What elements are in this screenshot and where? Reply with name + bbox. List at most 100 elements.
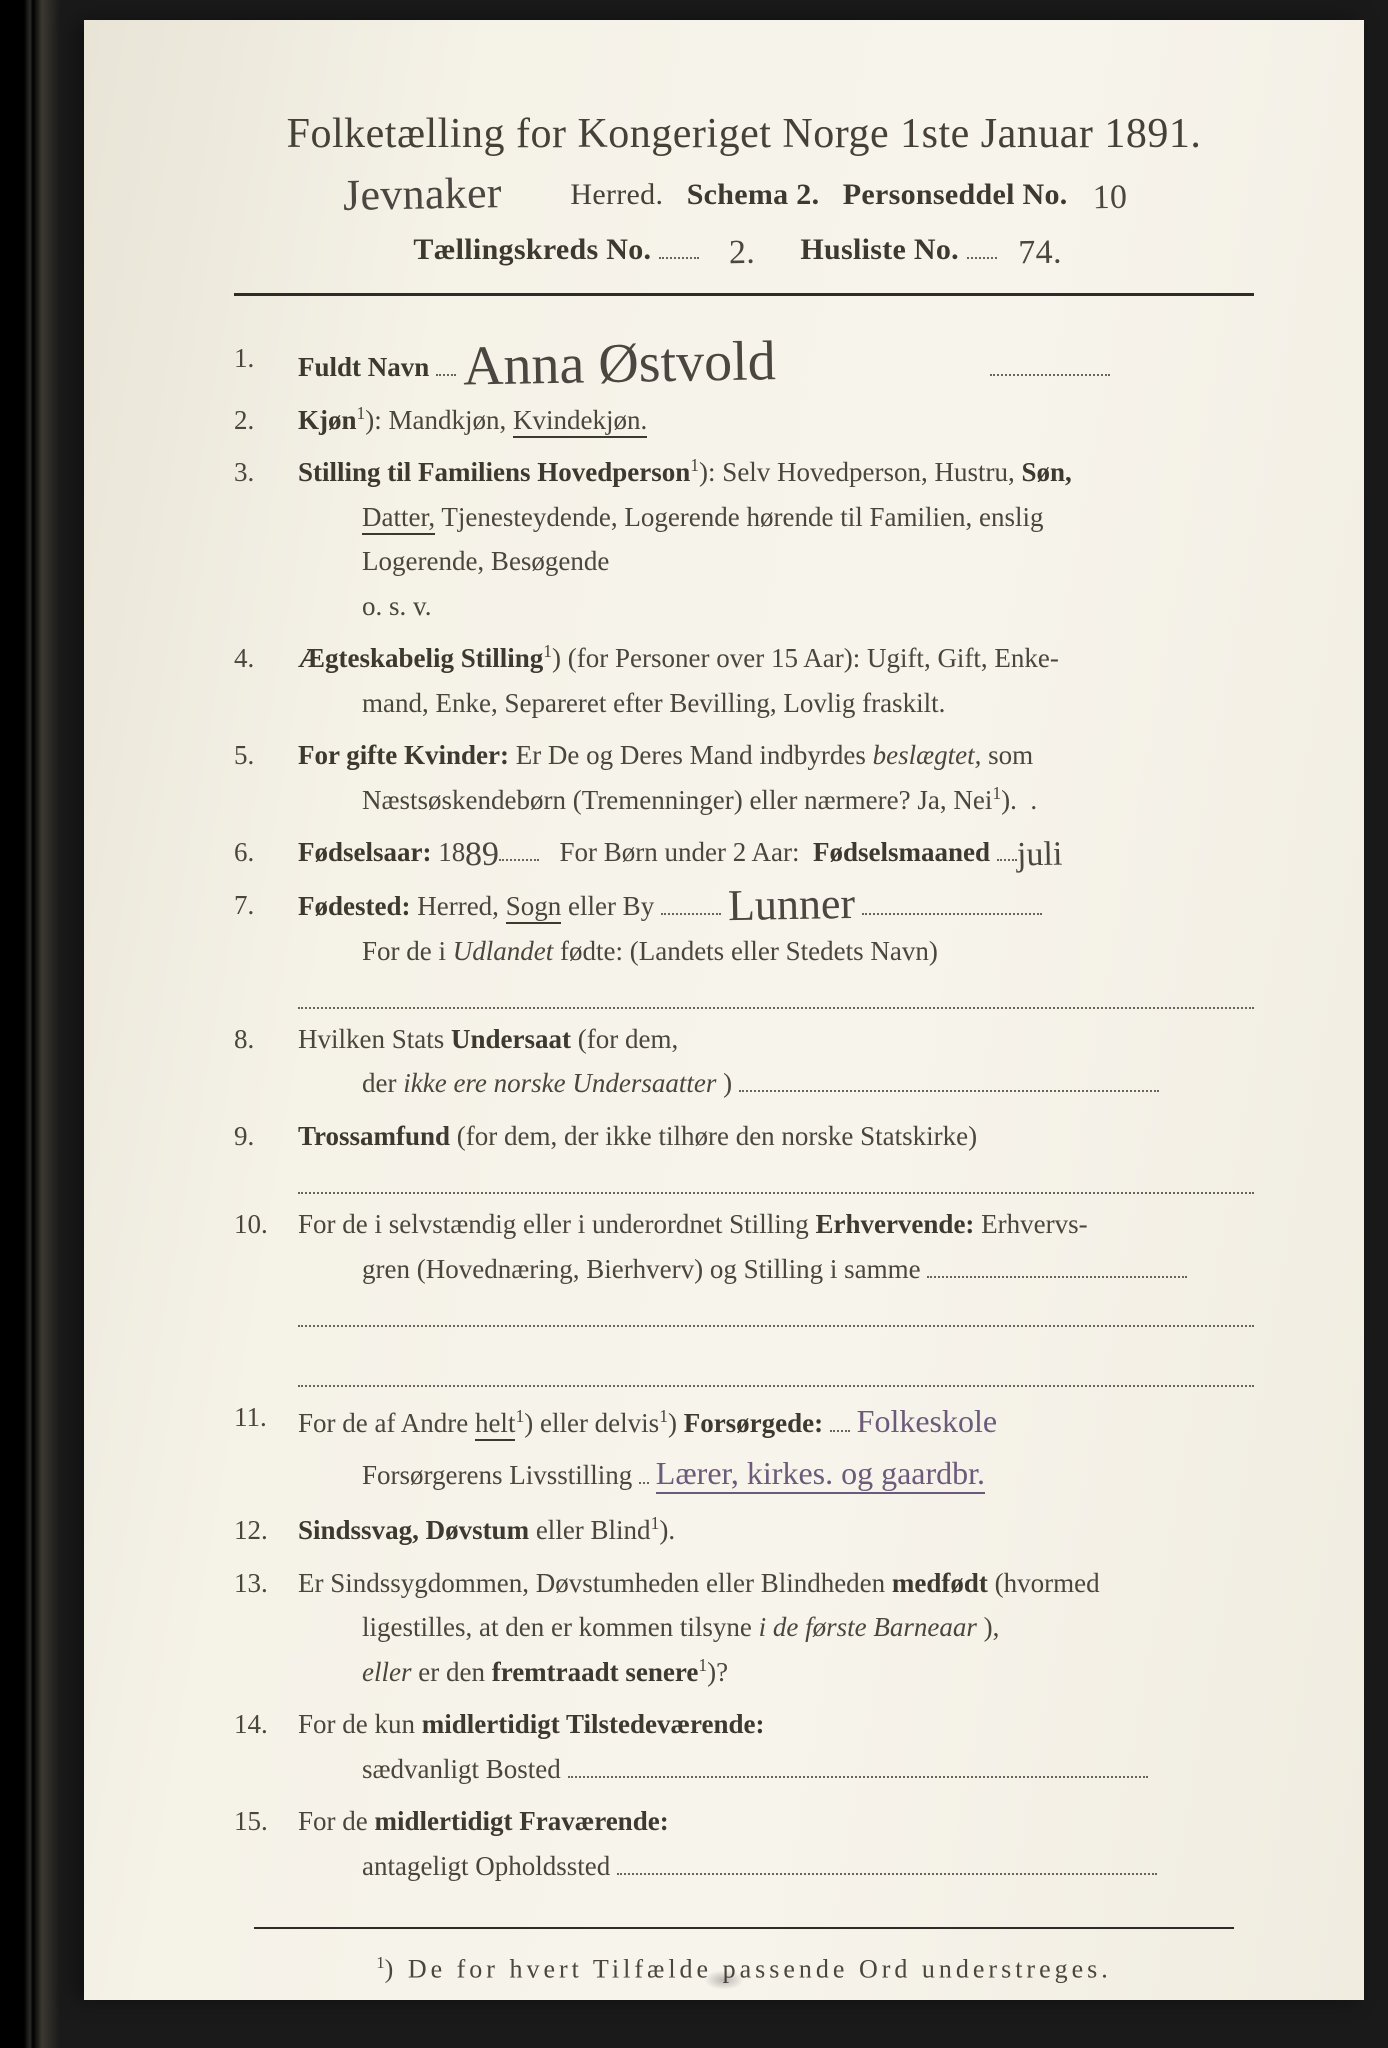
q5-line2: Næstsøskendebørn (Tremenninger) eller næ…: [362, 785, 992, 815]
q15-l2wrap: antageligt Opholdssted: [362, 1851, 1157, 1881]
q3-label: Stilling til Familiens Hovedperson: [298, 457, 690, 487]
q4-label: Ægteskabelig Stilling: [298, 643, 543, 673]
q13-fremtraadt: fremtraadt senere: [492, 1657, 699, 1687]
q8-undersaat: Undersaat: [451, 1024, 571, 1054]
q15: For de midlertidigt Fraværende: antageli…: [234, 1799, 1254, 1888]
form-header: Folketælling for Kongeriget Norge 1ste J…: [234, 110, 1254, 267]
herred-handwritten: Jevnaker: [342, 174, 563, 213]
q11-helt-underlined: helt: [475, 1408, 516, 1441]
dotfill-full: [298, 1297, 1254, 1327]
q9-tail: (for dem, der ikke tilhøre den norske St…: [457, 1121, 977, 1151]
q11-line2: Forsørgerens Livsstilling: [362, 1460, 632, 1490]
dotfill: [659, 226, 699, 259]
q8-l1b: (for dem,: [578, 1024, 678, 1054]
kreds-no-handwritten: 2.: [707, 238, 777, 266]
q13-l3b: er den: [418, 1657, 491, 1687]
header-rule: [234, 293, 1254, 296]
q11-line2wrap: Forsørgerens Livsstilling Lærer, kirkes.…: [362, 1460, 985, 1490]
q3-son: Søn,: [1022, 457, 1072, 487]
q11-l1a: For de af Andre: [298, 1408, 475, 1438]
q3-datter-underlined: Datter,: [362, 502, 435, 535]
q4: Ægteskabelig Stilling1) (for Personer ov…: [234, 636, 1254, 725]
q1-label: Fuldt Navn: [298, 352, 429, 382]
q10-l1a: For de i selvstændig eller i underordnet…: [298, 1209, 815, 1239]
husliste-label: Husliste No.: [800, 233, 959, 266]
header-line-2: Tællingskreds No. 2. Husliste No. 74.: [234, 226, 1254, 267]
q6-maaned-label: Fødselsmaaned: [813, 837, 990, 867]
q1: Fuldt Navn Anna Østvold: [234, 336, 1254, 390]
q10: For de i selvstændig eller i underordnet…: [234, 1202, 1254, 1386]
q1-name-handwritten: Anna Østvold: [462, 335, 983, 389]
q13: Er Sindssygdommen, Døvstumheden eller Bl…: [234, 1561, 1254, 1695]
q9: Trossamfund (for dem, der ikke tilhøre d…: [234, 1114, 1254, 1194]
dotfill-full: [298, 1357, 1254, 1387]
q8: Hvilken Stats Undersaat (for dem, der ik…: [234, 1017, 1254, 1106]
q14-l1a: For de kun: [298, 1709, 422, 1739]
herred-label: Herred.: [570, 178, 663, 211]
census-form-page: Folketælling for Kongeriget Norge 1ste J…: [84, 20, 1364, 2000]
q8-l2b: ): [723, 1068, 732, 1098]
q7-label: Fødested:: [298, 891, 410, 921]
q7-l2a: For de i: [362, 936, 453, 966]
scan-edge-artifact: [0, 0, 60, 2048]
dotfill: [568, 1748, 1148, 1778]
q9-label: Trossamfund: [298, 1121, 450, 1151]
dotfill: [436, 346, 456, 376]
dotfill: [990, 346, 1110, 376]
dotfill-full: [298, 1164, 1254, 1194]
form-title: Folketælling for Kongeriget Norge 1ste J…: [234, 110, 1254, 158]
q3-tail1: Selv Hovedperson, Hustru,: [722, 457, 1021, 487]
q5-label: For gifte Kvinder:: [298, 740, 509, 770]
q13-medfodt: medfødt: [892, 1568, 988, 1598]
dotfill: [739, 1063, 1159, 1093]
q3-line3: Logerende, Besøgende: [362, 546, 609, 576]
dotfill: [499, 832, 539, 862]
q15-mid: midlertidigt Fraværende:: [375, 1806, 669, 1836]
dotfill: [862, 885, 1042, 915]
footer-rule: [254, 1927, 1234, 1929]
q10-line2: gren (Hovednæring, Bierhverv) og Stillin…: [362, 1254, 921, 1284]
q7-line2: For de i Udlandet fødte: (Landets eller …: [362, 936, 938, 966]
q5-tail2: som: [988, 740, 1033, 770]
q10-line2wrap: gren (Hovednæring, Bierhverv) og Stillin…: [362, 1254, 1187, 1284]
kreds-label: Tællingskreds No.: [413, 233, 651, 266]
q5: For gifte Kvinder: Er De og Deres Mand i…: [234, 733, 1254, 822]
q2-opt-mand: Mandkjøn,: [389, 405, 507, 435]
q4-tail: (for Personer over 15 Aar): Ugift, Gift,…: [568, 643, 1059, 673]
q10-l1b: Erhvervs-: [981, 1209, 1087, 1239]
q7-sogn-underlined: Sogn: [506, 891, 562, 924]
q11-l1b: eller delvis: [540, 1408, 659, 1438]
q2-label: Kjøn: [298, 405, 357, 435]
q7-udlandet: Udlandet: [453, 936, 554, 966]
dotfill: [661, 885, 721, 915]
q7-l2b: fødte: (Landets eller Stedets Navn): [560, 936, 938, 966]
schema-label: Schema 2.: [687, 178, 820, 211]
q7: Fødested: Herred, Sogn eller By Lunner F…: [234, 883, 1254, 1009]
footnote-text: De for hvert Tilfælde passende Ord under…: [408, 1954, 1112, 1983]
q14-l2wrap: sædvanligt Bosted: [362, 1754, 1148, 1784]
q3-tail2: Tjenesteydende, Logerende hørende til Fa…: [441, 502, 1043, 532]
q8-l2a: der: [362, 1068, 403, 1098]
q12-tail: eller Blind: [536, 1515, 651, 1545]
header-line-1: Jevnaker Herred. Schema 2. Personseddel …: [234, 172, 1254, 212]
question-list: Fuldt Navn Anna Østvold Kjøn1): Mandkjøn…: [234, 336, 1254, 1889]
q13-l2b: ),: [984, 1612, 1000, 1642]
q7-opts2: eller By: [561, 891, 654, 921]
husliste-no-handwritten: 74.: [1004, 238, 1074, 266]
q13-l1a: Er Sindssygdommen, Døvstumheden eller Bl…: [298, 1568, 892, 1598]
q3: Stilling til Familiens Hovedperson1): Se…: [234, 450, 1254, 628]
q6-label: Fødselsaar:: [298, 837, 431, 867]
dotfill: [997, 832, 1017, 862]
dotfill: [617, 1845, 1157, 1875]
q8-line2: der ikke ere norske Undersaatter ): [362, 1068, 1159, 1098]
q6-mid: For Børn under 2 Aar:: [559, 837, 799, 867]
q13-l3wrap: eller er den fremtraadt senere1)?: [362, 1657, 728, 1687]
q8-ikke: ikke ere norske Undersaatter: [403, 1068, 716, 1098]
q13-eller: eller: [362, 1657, 411, 1687]
q4-line2: mand, Enke, Separeret efter Bevilling, L…: [362, 688, 945, 718]
dotfill: [830, 1402, 850, 1432]
q14-line2: sædvanligt Bosted: [362, 1754, 561, 1784]
q13-l1b: (hvormed: [995, 1568, 1100, 1598]
q13-qmark: ?: [716, 1657, 728, 1687]
q5-beslaegtet: beslægtet,: [873, 740, 982, 770]
